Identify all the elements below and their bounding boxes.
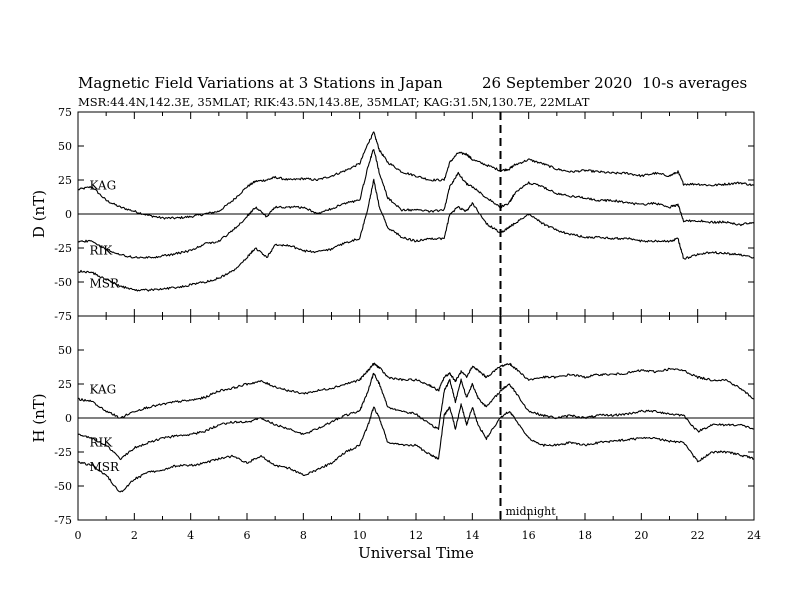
x-tick-label: 14 (465, 529, 479, 542)
x-tick-label: 4 (187, 529, 194, 542)
series-label-rik: RIK (89, 435, 113, 449)
y-tick-label: -75 (54, 310, 72, 323)
y-tick-label: -50 (54, 480, 72, 493)
series-line-kag (77, 362, 755, 419)
series-label-rik: RIK (89, 244, 113, 258)
y-axis-label: H (nT) (30, 393, 48, 442)
x-tick-label: 20 (634, 529, 648, 542)
series-label-msr: MSR (89, 276, 120, 290)
x-tick-label: 22 (691, 529, 705, 542)
y-tick-label: 50 (58, 140, 72, 153)
x-tick-label: 2 (131, 529, 138, 542)
x-tick-label: 0 (75, 529, 82, 542)
y-tick-label: -75 (54, 514, 72, 527)
midnight-label: midnight (506, 505, 557, 518)
y-tick-label: 75 (58, 106, 72, 119)
series-line-kag (77, 131, 755, 220)
chart-date: 26 September 2020 (482, 74, 632, 92)
series-line-rik (77, 149, 755, 259)
y-tick-label: 0 (65, 208, 72, 221)
x-tick-label: 12 (409, 529, 423, 542)
x-tick-label: 6 (244, 529, 251, 542)
series-label-kag: KAG (89, 178, 116, 192)
stations-info: MSR:44.4N,142.3E, 35MLAT; RIK:43.5N,143.… (78, 95, 590, 109)
y-tick-label: -25 (54, 446, 72, 459)
y-tick-label: -25 (54, 242, 72, 255)
y-axis-label: D (nT) (30, 190, 48, 238)
series-line-msr (77, 178, 755, 292)
y-tick-label: 50 (58, 344, 72, 357)
x-tick-label: 16 (522, 529, 536, 542)
y-tick-label: -50 (54, 276, 72, 289)
x-tick-label: 10 (353, 529, 367, 542)
y-tick-label: 25 (58, 174, 72, 187)
series-label-kag: KAG (89, 382, 116, 396)
x-axis-label: Universal Time (358, 544, 474, 562)
x-tick-label: 8 (300, 529, 307, 542)
series-line-rik (77, 372, 755, 461)
x-tick-label: 24 (747, 529, 761, 542)
y-tick-label: 0 (65, 412, 72, 425)
x-tick-label: 18 (578, 529, 592, 542)
series-line-msr (77, 403, 755, 493)
panels-group: 75 50 25 0 -25 -50 -75 D (nT) KAG RIK MSR 50 25 0 -25 -… (30, 106, 761, 562)
averaging-note: 10-s averages (642, 74, 747, 92)
chart-title: Magnetic Field Variations at 3 Stations … (78, 74, 443, 92)
y-tick-label: 25 (58, 378, 72, 391)
series-label-msr: MSR (89, 460, 120, 474)
